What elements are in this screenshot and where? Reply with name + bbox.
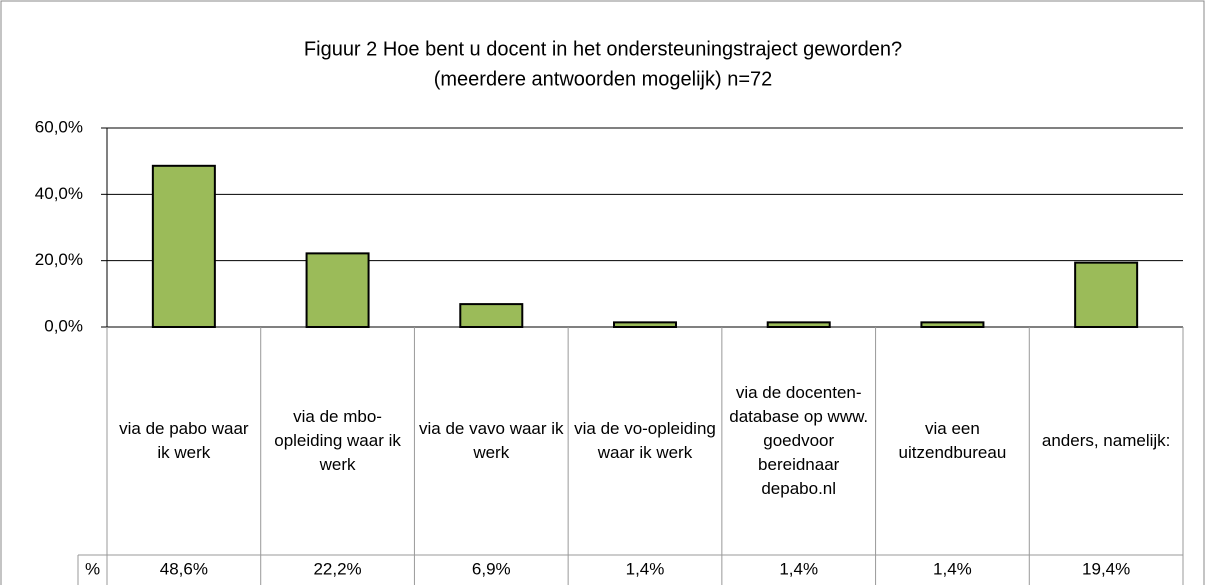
bar <box>151 164 216 328</box>
bar <box>305 252 370 328</box>
bar <box>920 321 985 328</box>
chart-title: Figuur 2 Hoe bent u docent in het onders… <box>304 38 902 60</box>
x-tick-label: anders, namelijk: <box>1041 431 1171 450</box>
x-tick-label: via een uitzendbureau <box>898 419 1007 462</box>
x-tick-label: via de docenten-database op www. goedvoo… <box>729 383 869 498</box>
bar <box>766 321 831 328</box>
y-tick-label: 20,0% <box>35 250 83 269</box>
bar <box>1074 261 1139 329</box>
bar <box>613 321 677 328</box>
table-row-label: % <box>85 559 100 578</box>
x-tick-label: via de vo-opleiding waar ik werk <box>574 419 716 462</box>
x-tick-label: via de mbo-opleiding waar ik werk <box>274 407 401 474</box>
x-tick-label: via de vavo waar ik werk <box>418 419 564 462</box>
y-tick-label: 60,0% <box>35 117 83 136</box>
value-label: 1,4% <box>779 559 818 578</box>
y-tick-label: 40,0% <box>35 184 83 203</box>
y-tick-label: 0,0% <box>44 316 83 335</box>
value-label: 1,4% <box>933 559 972 578</box>
bar <box>459 303 524 328</box>
chart-subtitle: (meerdere antwoorden mogelijk) n=72 <box>434 68 773 90</box>
value-label: 1,4% <box>626 559 665 578</box>
value-label: 22,2% <box>313 559 361 578</box>
x-tick-label: via de pabo waar ik werk <box>119 419 249 462</box>
value-label: 48,6% <box>160 559 208 578</box>
value-label: 6,9% <box>472 559 511 578</box>
value-label: 19,4% <box>1082 559 1130 578</box>
